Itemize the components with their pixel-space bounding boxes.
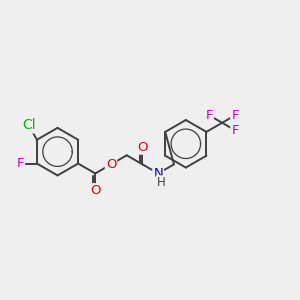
Text: F: F <box>17 157 24 170</box>
Text: N: N <box>153 167 163 180</box>
Text: O: O <box>90 184 101 197</box>
Text: Cl: Cl <box>22 118 35 133</box>
Text: F: F <box>231 124 239 137</box>
Text: O: O <box>137 141 148 154</box>
Text: H: H <box>157 176 165 189</box>
Text: O: O <box>106 158 116 171</box>
Text: F: F <box>231 109 239 122</box>
Text: F: F <box>206 109 213 122</box>
